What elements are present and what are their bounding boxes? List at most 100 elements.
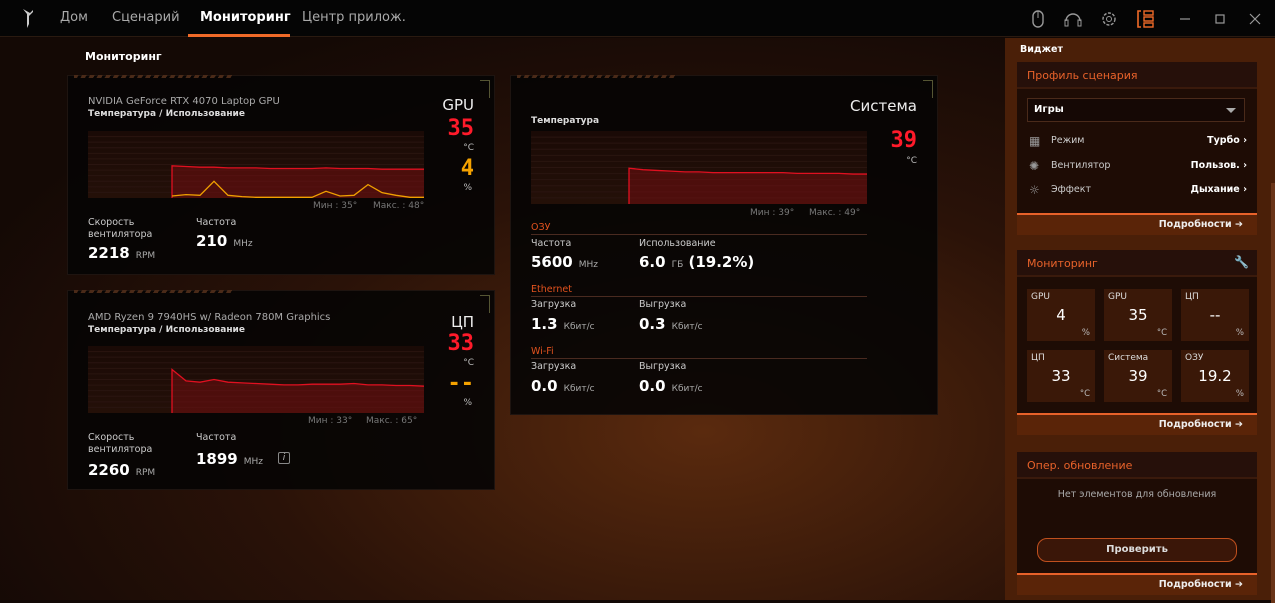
no-updates-message: Нет элементов для обновления bbox=[1057, 489, 1217, 500]
cpu-chart-subtitle: Температура / Использование bbox=[88, 325, 245, 335]
wifi-download: 0.0 Кбит/с bbox=[531, 377, 595, 395]
ethernet-download: 1.3 Кбит/с bbox=[531, 315, 595, 333]
tab-app-center[interactable]: Центр прилож. bbox=[302, 10, 406, 25]
tile-unit: % bbox=[1235, 328, 1244, 338]
maximize-icon[interactable] bbox=[1209, 8, 1231, 30]
ethernet-up-label: Выгрузка bbox=[639, 299, 687, 310]
tile-value: 33 bbox=[1051, 367, 1071, 385]
mode-grid-icon: ▦ bbox=[1029, 134, 1041, 148]
tab-scenario[interactable]: Сценарий bbox=[112, 10, 180, 25]
update-details-link[interactable]: Подробности ➔ bbox=[1017, 573, 1257, 595]
widget-sidebar: Виджет Профиль сценария Игры ▦ Режим Турбо… bbox=[1005, 38, 1275, 603]
monitoring-details-link[interactable]: Подробности ➔ bbox=[1017, 413, 1257, 435]
wifi-up-label: Выгрузка bbox=[639, 361, 687, 372]
cpu-fan-speed: 2260 RPM bbox=[88, 461, 156, 479]
tile-label: ОЗУ bbox=[1185, 353, 1204, 363]
tile-unit: °C bbox=[1079, 389, 1090, 399]
profile-dropdown[interactable]: Игры bbox=[1027, 98, 1245, 122]
wifi-upload: 0.0 Кбит/с bbox=[639, 377, 703, 395]
gpu-chart-subtitle: Температура / Использование bbox=[88, 109, 245, 119]
arrow-right-icon: ➔ bbox=[1235, 579, 1243, 590]
effect-row[interactable]: ☼ Эффект Дыхание › bbox=[1029, 183, 1247, 197]
monitor-tile: Система 39 °C bbox=[1104, 350, 1172, 402]
ethernet-down-label: Загрузка bbox=[531, 299, 577, 310]
gpu-usage-value: 4 bbox=[460, 156, 474, 181]
system-temp-unit: °C bbox=[906, 156, 917, 166]
tile-label: GPU bbox=[1031, 292, 1050, 302]
system-chart-subtitle: Температура bbox=[531, 116, 600, 126]
tile-value: -- bbox=[1209, 306, 1221, 324]
gpu-history-chart bbox=[88, 131, 424, 198]
settings-icon[interactable] bbox=[1098, 8, 1120, 30]
tile-unit: °C bbox=[1156, 389, 1167, 399]
close-icon[interactable] bbox=[1244, 8, 1266, 30]
gpu-label: GPU bbox=[442, 96, 474, 114]
tile-label: ЦП bbox=[1031, 353, 1045, 363]
cpu-device-name: AMD Ryzen 9 7940HS w/ Radeon 780M Graphi… bbox=[88, 312, 331, 323]
series-line bbox=[171, 368, 424, 413]
cpu-temp-value: 33 bbox=[447, 331, 475, 356]
series-area bbox=[172, 369, 424, 413]
monitor-tile: ОЗУ 19.2% bbox=[1181, 350, 1249, 402]
tile-unit: % bbox=[1235, 389, 1244, 399]
ram-usage-label: Использование bbox=[639, 238, 716, 249]
title-bar: Дом Сценарий Мониторинг Центр прилож. bbox=[0, 0, 1275, 37]
system-min-temp: Мин : 39° bbox=[750, 208, 795, 218]
live-update-panel: Опер. обновление Нет элементов для обнов… bbox=[1017, 452, 1257, 595]
arrow-right-icon: ➔ bbox=[1235, 219, 1243, 230]
page-title: Мониторинг bbox=[85, 50, 162, 63]
tab-monitoring[interactable]: Мониторинг bbox=[200, 10, 291, 25]
info-icon[interactable]: i bbox=[278, 452, 290, 464]
scenario-profile-panel: Профиль сценария Игры ▦ Режим Турбо › ✺ Вен… bbox=[1017, 62, 1257, 235]
fan-row[interactable]: ✺ Вентилятор Пользов. › bbox=[1029, 159, 1247, 173]
tile-label: Система bbox=[1108, 353, 1149, 363]
sidebar-scrollbar[interactable] bbox=[1271, 183, 1275, 603]
cpu-max-temp: Макс. : 65° bbox=[366, 416, 418, 426]
tile-value: 39 bbox=[1128, 367, 1148, 385]
system-label: Система bbox=[850, 97, 917, 115]
gpu-card: NVIDIA GeForce RTX 4070 Laptop GPU Темпе… bbox=[67, 75, 495, 275]
gpu-temp-unit: °C bbox=[463, 143, 474, 153]
profile-details-link[interactable]: Подробности ➔ bbox=[1017, 213, 1257, 235]
gpu-frequency: 210 MHz bbox=[196, 232, 253, 250]
minimize-icon[interactable] bbox=[1174, 8, 1196, 30]
gpu-usage-unit: % bbox=[463, 183, 472, 193]
scenario-profile-title: Профиль сценария bbox=[1017, 62, 1257, 89]
gpu-freq-label: Частота bbox=[196, 217, 237, 228]
series-line bbox=[171, 165, 424, 198]
ram-section-title: ОЗУ bbox=[531, 222, 867, 235]
check-updates-button[interactable]: Проверить bbox=[1037, 538, 1237, 562]
wrench-icon[interactable]: 🔧 bbox=[1234, 255, 1249, 269]
fan-icon: ✺ bbox=[1029, 159, 1040, 173]
tile-label: GPU bbox=[1108, 292, 1127, 302]
cpu-usage-value: -- bbox=[447, 371, 475, 396]
tile-unit: °C bbox=[1156, 328, 1167, 338]
tile-value: 19.2 bbox=[1198, 367, 1232, 385]
ram-usage: 6.0 ГБ (19.2%) bbox=[639, 253, 755, 271]
headset-icon[interactable] bbox=[1062, 8, 1084, 30]
ram-frequency: 5600 MHz bbox=[531, 253, 599, 271]
tab-home[interactable]: Дом bbox=[60, 10, 88, 25]
mouse-icon[interactable] bbox=[1027, 8, 1049, 30]
cpu-fan-label-2: вентилятора bbox=[88, 444, 153, 455]
series-area bbox=[629, 168, 867, 204]
tile-label: ЦП bbox=[1185, 292, 1199, 302]
wifi-section-title: Wi-Fi bbox=[531, 346, 867, 359]
monitoring-widget-panel: Мониторинг 🔧 GPU 4% GPU 35 °C ЦП --% ЦП 33 °C Сист… bbox=[1017, 250, 1257, 435]
gpu-min-temp: Мин : 35° bbox=[313, 201, 358, 211]
effect-light-icon: ☼ bbox=[1029, 183, 1040, 197]
monitor-tile: ЦП --% bbox=[1181, 289, 1249, 341]
tile-value: 4 bbox=[1056, 306, 1066, 324]
tile-value: 35 bbox=[1128, 306, 1148, 324]
system-max-temp: Макс. : 49° bbox=[809, 208, 861, 218]
monitoring-widget-title: Мониторинг bbox=[1017, 250, 1257, 277]
gpu-max-temp: Макс. : 48° bbox=[373, 201, 425, 211]
cpu-temp-unit: °C bbox=[463, 358, 474, 368]
widget-layout-icon[interactable] bbox=[1135, 8, 1157, 30]
cpu-usage-unit: % bbox=[463, 398, 472, 408]
cpu-fan-label: Скорость bbox=[88, 432, 135, 443]
wifi-down-label: Загрузка bbox=[531, 361, 577, 372]
series-line bbox=[628, 167, 867, 204]
mode-row[interactable]: ▦ Режим Турбо › bbox=[1029, 134, 1247, 148]
cpu-label: ЦП bbox=[451, 313, 474, 331]
